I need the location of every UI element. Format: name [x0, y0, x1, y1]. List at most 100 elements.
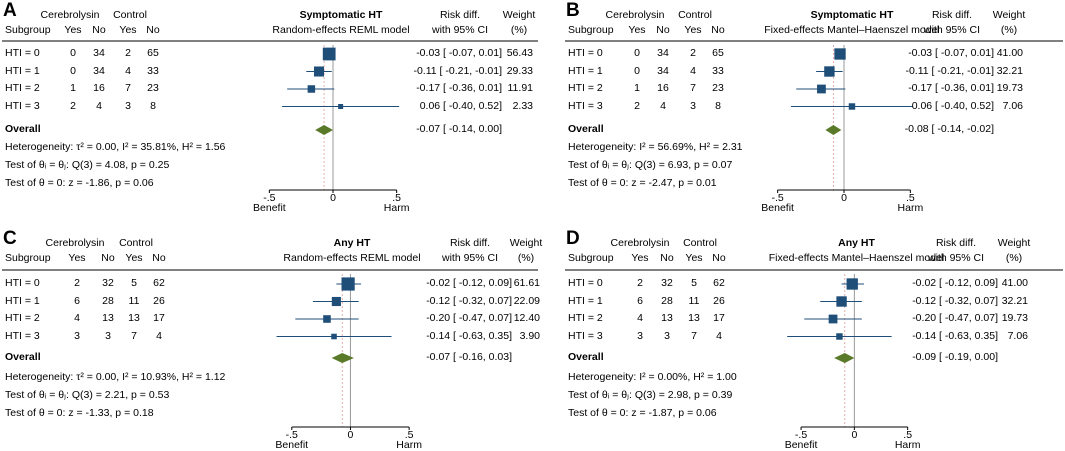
x-tick-label: -.5 — [771, 192, 784, 204]
cerebrolysin-no: 3 — [664, 329, 670, 342]
no-header: No — [152, 252, 166, 264]
control-no: 62 — [153, 277, 165, 289]
weight-header-unit: (%) — [1000, 24, 1018, 36]
weight-value: 22.09 — [513, 294, 540, 307]
cerebrolysin-yes: 3 — [637, 329, 643, 342]
control-no: 17 — [153, 312, 165, 324]
cerebrolysin-no: 16 — [93, 82, 105, 94]
effect-header-ci: with 95% CI — [431, 24, 489, 36]
stat-line: Test of θᵢ = θⱼ: Q(3) = 2.98, p = 0.39 — [568, 389, 733, 401]
weight-value: 19.73 — [1001, 312, 1028, 324]
x-tick-label: 0 — [851, 429, 858, 441]
chart-title: Any HT — [838, 237, 875, 249]
weight-header-unit: (%) — [517, 252, 535, 264]
effect-header: Risk diff. — [449, 237, 491, 249]
cerebrolysin-yes: 4 — [637, 312, 643, 324]
risk-diff-ci: -0.11 [ -0.21, -0.01] — [413, 64, 502, 77]
control-yes: 4 — [125, 64, 131, 77]
cerebrolysin-no: 34 — [657, 47, 669, 59]
overall-diamond — [825, 125, 842, 135]
risk-diff-ci: 0.06 [ -0.40, 0.52] — [911, 99, 994, 112]
subgroup-label: HTI = 1 — [5, 294, 40, 307]
stat-line: Heterogeneity: τ² = 0.00, I² = 10.93%, H… — [5, 371, 226, 383]
no-header: No — [712, 252, 726, 264]
yes-header: Yes — [684, 24, 702, 36]
cerebrolysin-yes: 2 — [74, 277, 80, 289]
group2-header: Control — [119, 237, 153, 249]
yes-header: Yes — [125, 252, 143, 264]
control-yes: 13 — [128, 312, 140, 324]
risk-diff-ci: -0.14 [ -0.63, 0.35] — [912, 329, 998, 342]
cerebrolysin-no: 32 — [102, 277, 114, 289]
effect-header: Risk diff. — [931, 9, 973, 21]
effect-header-ci: with 95% CI — [923, 24, 981, 36]
weight-header-unit: (%) — [510, 24, 528, 36]
group2-header: Control — [678, 9, 712, 21]
weight-value: 3.90 — [519, 329, 540, 342]
control-no: 65 — [147, 47, 159, 59]
weight-value: 2.33 — [512, 99, 533, 112]
subgroup-label: HTI = 0 — [5, 47, 40, 59]
risk-diff-ci: -0.02 [ -0.12, 0.09] — [426, 277, 512, 289]
stat-line: Heterogeneity: τ² = 0.00, I² = 35.81%, H… — [5, 141, 226, 153]
harm-label: Harm — [383, 202, 410, 214]
weight-header: Weight — [509, 237, 543, 249]
cerebrolysin-yes: 2 — [637, 277, 643, 289]
effect-square — [331, 296, 341, 307]
risk-diff-ci: -0.20 [ -0.47, 0.07] — [912, 312, 998, 324]
subgroup-label: HTI = 3 — [5, 99, 40, 112]
x-tick-label: -.5 — [285, 429, 298, 441]
group1-header: Cerebrolysin — [45, 237, 105, 249]
cerebrolysin-yes: 0 — [634, 47, 640, 59]
cerebrolysin-no: 34 — [93, 64, 105, 77]
group1-header: Cerebrolysin — [610, 237, 670, 249]
cerebrolysin-no: 28 — [102, 294, 114, 307]
control-no: 26 — [153, 294, 165, 307]
control-no: 62 — [713, 277, 725, 289]
cerebrolysin-yes: 6 — [637, 294, 643, 307]
control-yes: 7 — [125, 82, 131, 94]
overall-diamond — [331, 353, 354, 363]
group1-header: Cerebrolysin — [605, 9, 665, 21]
subgroup-label: HTI = 2 — [5, 82, 40, 94]
weight-value: 7.06 — [1007, 329, 1028, 342]
effect-square — [834, 48, 846, 60]
no-header: No — [92, 24, 106, 36]
cerebrolysin-yes: 0 — [70, 47, 76, 59]
overall-ci: -0.09 [ -0.19, 0.00] — [912, 351, 998, 363]
cerebrolysin-no: 32 — [661, 277, 673, 289]
no-header: No — [656, 24, 670, 36]
cerebrolysin-yes: 0 — [634, 64, 640, 77]
weight-header: Weight — [502, 9, 536, 21]
chart-title: Symptomatic HT — [810, 9, 894, 21]
weight-header-unit: (%) — [1005, 252, 1023, 264]
risk-diff-ci: -0.14 [ -0.63, 0.35] — [426, 329, 512, 342]
yes-header: Yes — [685, 252, 703, 264]
risk-diff-ci: -0.17 [ -0.36, 0.01] — [416, 82, 502, 94]
x-tick-label: 0 — [841, 192, 847, 204]
cerebrolysin-no: 4 — [96, 99, 102, 112]
subgroup-header: Subgroup — [5, 252, 51, 264]
yes-header: Yes — [64, 24, 82, 36]
cerebrolysin-no: 13 — [661, 312, 673, 324]
subgroup-label: HTI = 2 — [568, 312, 603, 324]
cerebrolysin-yes: 3 — [74, 329, 80, 342]
control-yes: 2 — [690, 47, 696, 59]
yes-header: Yes — [68, 252, 86, 264]
overall-ci: -0.07 [ -0.14, 0.00] — [416, 123, 502, 135]
control-no: 4 — [156, 329, 162, 342]
risk-diff-ci: -0.20 [ -0.47, 0.07] — [426, 312, 512, 324]
effect-square — [817, 84, 826, 94]
effect-header-ci: with 95% CI — [927, 252, 985, 264]
control-no: 23 — [712, 82, 724, 94]
overall-diamond — [315, 125, 333, 135]
risk-diff-ci: -0.11 [ -0.21, -0.01] — [905, 64, 994, 77]
cerebrolysin-yes: 2 — [634, 99, 640, 112]
x-tick-label: 0 — [330, 192, 336, 204]
x-tick-label: .5 — [905, 192, 915, 204]
control-yes: 3 — [690, 99, 696, 112]
overall-ci: -0.08 [ -0.14, -0.02] — [904, 123, 994, 135]
risk-diff-ci: -0.12 [ -0.32, 0.07] — [426, 294, 512, 307]
stat-line: Test of θᵢ = θⱼ: Q(3) = 2.21, p = 0.53 — [5, 389, 170, 401]
panel-label: D — [566, 228, 580, 249]
